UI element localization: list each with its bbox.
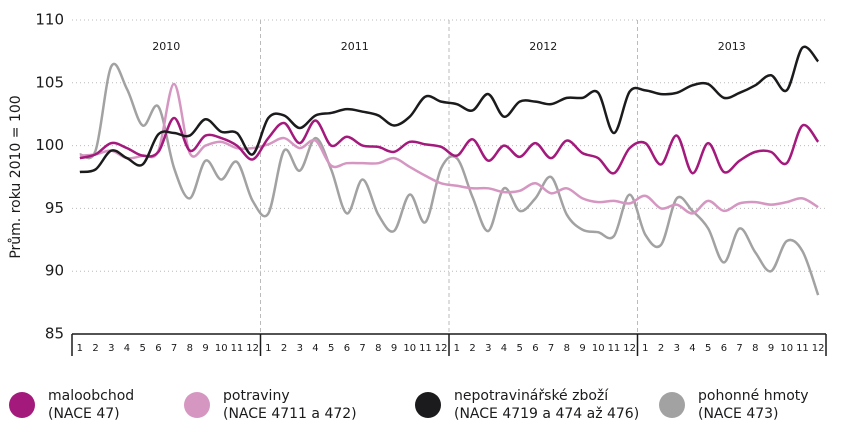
x-tick-label: 12 — [812, 343, 825, 354]
x-tick-label: 3 — [297, 343, 303, 354]
y-axis-label: Prům. roku 2010 = 100 — [8, 95, 24, 258]
x-tick-label: 7 — [736, 343, 742, 354]
x-tick-label: 2 — [469, 343, 475, 354]
x-tick-label: 8 — [187, 343, 193, 354]
x-tick-label: 6 — [721, 343, 727, 354]
x-tick-label: 10 — [780, 343, 793, 354]
x-tick-label: 4 — [501, 343, 507, 354]
x-tick-label: 5 — [705, 343, 711, 354]
x-tick-label: 3 — [485, 343, 491, 354]
x-tick-label: 1 — [454, 343, 460, 354]
year-label: 2011 — [341, 40, 369, 53]
series-line — [79, 116, 820, 175]
legend-label: potraviny — [223, 388, 290, 404]
legend-swatch — [9, 392, 35, 418]
x-tick-label: 12 — [246, 343, 259, 354]
series-line — [79, 82, 819, 215]
legend-code: (NACE 473) — [698, 406, 779, 422]
x-tick-label: 10 — [215, 343, 228, 354]
y-tick-label: 95 — [45, 199, 64, 217]
legend-label: pohonné hmoty — [698, 388, 809, 404]
legend-code: (NACE 4719 a 474 až 476) — [454, 406, 639, 422]
y-tick-label: 100 — [35, 136, 64, 154]
x-tick-label: 8 — [375, 343, 381, 354]
legend-swatch — [659, 392, 685, 418]
x-tick-label: 9 — [391, 343, 397, 354]
x-tick-label: 2 — [92, 343, 98, 354]
x-tick-label: 4 — [312, 343, 318, 354]
x-tick-label: 6 — [155, 343, 161, 354]
x-tick-label: 1 — [642, 343, 648, 354]
y-tick-label: 110 — [35, 11, 64, 29]
legend-swatch — [415, 392, 441, 418]
y-tick-label: 90 — [45, 262, 64, 280]
x-tick-label: 5 — [517, 343, 523, 354]
y-tick-label: 85 — [45, 325, 64, 343]
legend-label: maloobchod — [48, 388, 134, 404]
x-tick-label: 3 — [108, 343, 114, 354]
x-tick-label: 6 — [344, 343, 350, 354]
x-tick-label: 11 — [419, 343, 432, 354]
x-tick-label: 10 — [403, 343, 416, 354]
legend-code: (NACE 4711 a 472) — [223, 406, 357, 422]
year-label: 2010 — [152, 40, 180, 53]
x-tick-label: 11 — [796, 343, 809, 354]
series-line — [79, 62, 820, 296]
x-tick-label: 8 — [752, 343, 758, 354]
year-label: 2012 — [529, 40, 557, 53]
x-tick-label: 7 — [171, 343, 177, 354]
x-tick-label: 2 — [281, 343, 287, 354]
x-tick-label: 4 — [124, 343, 130, 354]
year-label: 2013 — [718, 40, 746, 53]
x-tick-label: 12 — [435, 343, 448, 354]
series-line — [79, 45, 820, 174]
x-tick-label: 11 — [231, 343, 244, 354]
x-tick-label: 10 — [592, 343, 605, 354]
x-tick-label: 11 — [608, 343, 621, 354]
x-tick-label: 5 — [328, 343, 334, 354]
legend-code: (NACE 47) — [48, 406, 120, 422]
x-tick-label: 1 — [77, 343, 83, 354]
x-tick-label: 9 — [202, 343, 208, 354]
x-tick-label: 1 — [265, 343, 271, 354]
x-tick-label: 12 — [623, 343, 636, 354]
x-tick-label: 7 — [359, 343, 365, 354]
x-tick-label: 9 — [768, 343, 774, 354]
x-tick-label: 5 — [140, 343, 146, 354]
x-tick-label: 8 — [564, 343, 570, 354]
x-tick-label: 4 — [689, 343, 695, 354]
x-tick-label: 6 — [532, 343, 538, 354]
x-tick-label: 2 — [658, 343, 664, 354]
y-tick-label: 105 — [35, 73, 64, 91]
legend-label: nepotravinářské zboží — [454, 388, 609, 404]
x-tick-label: 3 — [674, 343, 680, 354]
x-tick-label: 9 — [579, 343, 585, 354]
legend-swatch — [184, 392, 210, 418]
x-tick-label: 7 — [548, 343, 554, 354]
